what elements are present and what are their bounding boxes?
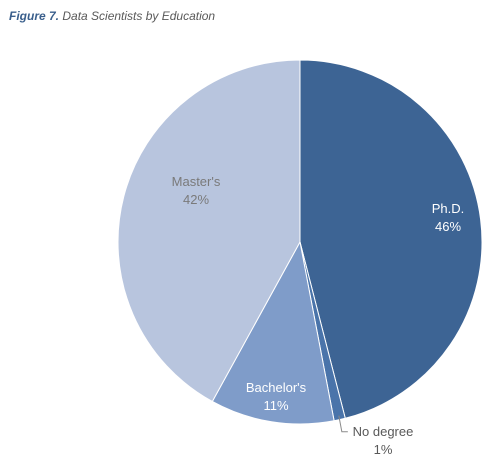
slice-value-no-degree: 1% (374, 442, 393, 457)
slice-label-bachelor-s: Bachelor's (246, 380, 307, 395)
slice-value-master-s: 42% (183, 192, 209, 207)
pie-slice-bachelor-s (211, 240, 335, 425)
slice-label-ph-d: Ph.D. (432, 201, 465, 216)
figure-title: Data Scientists by Education (62, 9, 216, 23)
pie-slice-master-s (117, 59, 301, 403)
leader-line-no-degree (338, 415, 348, 433)
figure-caption: Figure 7. Data Scientists by Education (9, 9, 215, 23)
pie-slice-ph-d (299, 59, 483, 419)
slice-value-ph-d: 46% (435, 219, 461, 234)
slice-value-bachelor-s: 11% (263, 398, 288, 413)
figure-label: Figure 7. (9, 9, 60, 23)
slice-label-master-s: Master's (172, 174, 221, 189)
slice-label-no-degree: No degree (353, 424, 414, 439)
